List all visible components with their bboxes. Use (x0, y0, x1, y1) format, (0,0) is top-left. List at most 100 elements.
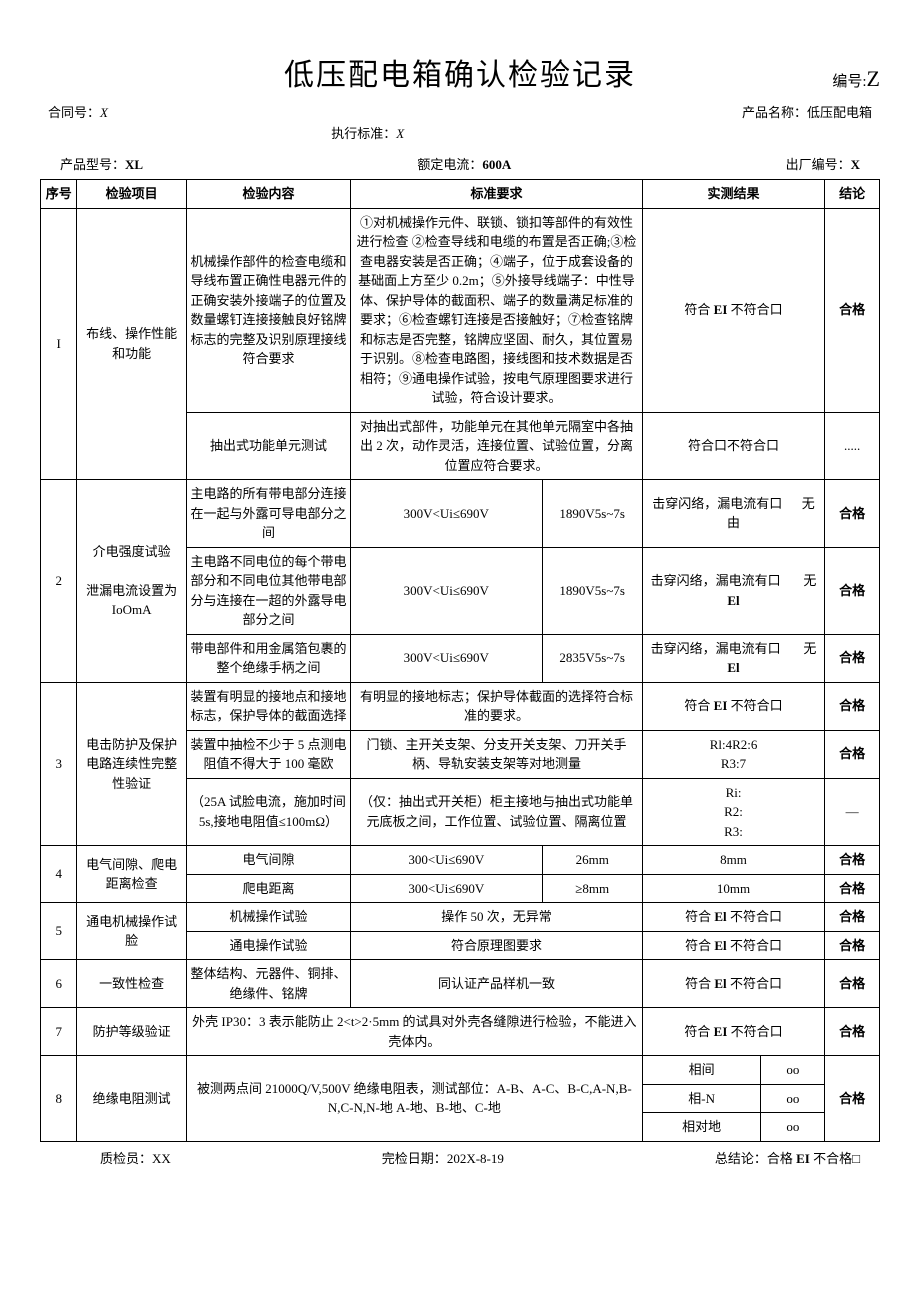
cell-req: ①对机械操作元件、联锁、锁扣等部件的有效性进行检查 ②检查导线和电缆的布置是否正… (351, 208, 643, 412)
cell-seq: 3 (41, 682, 77, 846)
serial-label: 出厂编号： (786, 157, 851, 172)
cell-result: Rl:4R2:6R3:7 (642, 730, 824, 778)
cell-result: 符合 EI 不符合口 (642, 208, 824, 412)
cell-item: 电气间隙、爬电距离检查 (77, 846, 186, 903)
model-label: 产品型号： (60, 157, 125, 172)
cell-conclusion: 合格 (825, 634, 880, 682)
cell-conclusion: 合格 (825, 931, 880, 960)
table-row: 8 绝缘电阻测试 被测两点间 21000Q/V,500V 绝缘电阻表，测试部位：… (41, 1056, 880, 1085)
cell-content: 外壳 IP30：3 表示能防止 2<t>2·5mm 的试具对外壳各缝隙进行检验，… (186, 1008, 642, 1056)
contract-label: 合同号： (48, 105, 100, 120)
inspector-value: XX (152, 1151, 171, 1166)
cell-req: （仅：抽出式开关柜）柜主接地与抽出式功能单元底板之间，工作位置、试验位置、隔离位… (351, 778, 643, 846)
cell-result: 符合口不符合口 (642, 412, 824, 480)
current-label: 额定电流： (417, 157, 482, 172)
cell-conclusion: 合格 (825, 1008, 880, 1056)
cell-result: 击穿闪络，漏电流有口 无 El (642, 547, 824, 634)
cell-result: 符合 El 不符合口 (642, 960, 824, 1008)
cell-req: 操作 50 次，无异常 (351, 903, 643, 932)
cell-item: 电击防护及保护电路连续性完整性验证 (77, 682, 186, 846)
cell-content: 电气间隙 (186, 846, 350, 875)
cell-content: 装置有明显的接地点和接地标志，保护导体的截面选择 (186, 682, 350, 730)
table-row: 5 通电机械操作试脸 机械操作试验 操作 50 次，无异常 符合 El 不符合口… (41, 903, 880, 932)
cell-seq: 8 (41, 1056, 77, 1142)
cell-content: 机械操作试验 (186, 903, 350, 932)
cell-result-label: 相-N (642, 1084, 761, 1113)
current-value: 600A (482, 157, 511, 172)
cell-result: 击穿闪络，漏电流有口 无由 (642, 480, 824, 548)
cell-content: 通电操作试验 (186, 931, 350, 960)
main-title: 低压配电箱确认检验记录 (284, 50, 636, 94)
cell-result-value: oo (761, 1056, 825, 1085)
model-value: XL (125, 157, 143, 172)
col-seq: 序号 (41, 180, 77, 209)
cell-conclusion: 合格 (825, 480, 880, 548)
cell-req: 对抽出式部件，功能单元在其他单元隔室中各抽出 2 次，动作灵活，连接位置、试验位… (351, 412, 643, 480)
table-row: I 布线、操作性能和功能 机械操作部件的检查电缆和导线布置正确性电器元件的正确安… (41, 208, 880, 412)
col-requirement: 标准要求 (351, 180, 643, 209)
cell-result: 10mm (642, 874, 824, 903)
cell-item: 绝缘电阻测试 (77, 1056, 186, 1142)
cell-req: 300V<Ui≤690V (351, 634, 543, 682)
cell-conclusion: 合格 (825, 903, 880, 932)
contract-value: X (100, 105, 108, 120)
cell-content: 爬电距离 (186, 874, 350, 903)
cell-result: 8mm (642, 846, 824, 875)
cell-result-value: oo (761, 1113, 825, 1142)
cell-req: 300V<Ui≤690V (351, 480, 543, 548)
cell-result: 符合 El 不符合口 (642, 931, 824, 960)
conclusion-value: 合格 EI 不合格□ (767, 1151, 860, 1166)
table-row: 2 介电强度试验泄漏电流设置为IoOmA 主电路的所有带电部分连接在一起与外露可… (41, 480, 880, 548)
title-row: 低压配电箱确认检验记录 编号:Z (40, 50, 880, 94)
cell-req: 符合原理图要求 (351, 931, 643, 960)
cell-item: 介电强度试验泄漏电流设置为IoOmA (77, 480, 186, 683)
doc-code: 编号:Z (832, 66, 880, 92)
cell-req: 300<Ui≤690V (351, 874, 543, 903)
cell-content: 主电路不同电位的每个带电部分和不同电位其他带电部分与连接在一超的外露导电部分之间 (186, 547, 350, 634)
cell-conclusion: 合格 (825, 960, 880, 1008)
cell-req2: 1890V5s~7s (542, 547, 642, 634)
col-result: 实测结果 (642, 180, 824, 209)
cell-req: 300V<Ui≤690V (351, 547, 543, 634)
doc-code-label: 编号: (832, 74, 866, 90)
cell-content: 装置中抽检不少于 5 点测电阻值不得大于 100 毫欧 (186, 730, 350, 778)
cell-req: 有明显的接地标志；保护导体截面的选择符合标准的要求。 (351, 682, 643, 730)
col-conclusion: 结论 (825, 180, 880, 209)
inspector-label: 质检员： (100, 1151, 152, 1166)
conclusion-label: 总结论： (715, 1151, 767, 1166)
cell-conclusion: — (825, 778, 880, 846)
cell-result: 符合 El 不符合口 (642, 903, 824, 932)
cell-req2: ≥8mm (542, 874, 642, 903)
product-name-label: 产品名称： (742, 105, 807, 120)
cell-req2: 2835V5s~7s (542, 634, 642, 682)
cell-conclusion: 合格 (825, 846, 880, 875)
date-value: 202X-8-19 (447, 1151, 504, 1166)
table-header-row: 序号 检验项目 检验内容 标准要求 实测结果 结论 (41, 180, 880, 209)
cell-result-label: 相间 (642, 1056, 761, 1085)
cell-conclusion: 合格 (825, 547, 880, 634)
cell-content: 整体结构、元器件、铜排、绝缘件、铭牌 (186, 960, 350, 1008)
cell-req2: 1890V5s~7s (542, 480, 642, 548)
cell-item: 布线、操作性能和功能 (77, 208, 186, 480)
header-line-2: 执行标准：X (40, 123, 880, 142)
cell-conclusion: 合格 (825, 208, 880, 412)
cell-item: 通电机械操作试脸 (77, 903, 186, 960)
cell-content: 带电部件和用金属箔包裹的整个绝缘手柄之间 (186, 634, 350, 682)
cell-item: 防护等级验证 (77, 1008, 186, 1056)
cell-seq: I (41, 208, 77, 480)
cell-item: 一致性检查 (77, 960, 186, 1008)
cell-conclusion: ..... (825, 412, 880, 480)
cell-seq: 5 (41, 903, 77, 960)
info-row: 产品型号：XL 额定电流：600A 出厂编号：X (40, 144, 880, 179)
serial-value: X (851, 157, 860, 172)
table-row: 7 防护等级验证 外壳 IP30：3 表示能防止 2<t>2·5mm 的试具对外… (41, 1008, 880, 1056)
header-line-1: 合同号：X 产品名称：低压配电箱 (40, 102, 880, 121)
cell-conclusion: 合格 (825, 1056, 880, 1142)
date-label: 完检日期： (382, 1151, 447, 1166)
cell-seq: 6 (41, 960, 77, 1008)
footer-row: 质检员：XX 完检日期：202X-8-19 总结论：合格 EI 不合格□ (40, 1142, 880, 1167)
cell-result-label: 相对地 (642, 1113, 761, 1142)
cell-result: Ri:R2:R3: (642, 778, 824, 846)
standard-value: X (396, 126, 404, 141)
cell-seq: 7 (41, 1008, 77, 1056)
